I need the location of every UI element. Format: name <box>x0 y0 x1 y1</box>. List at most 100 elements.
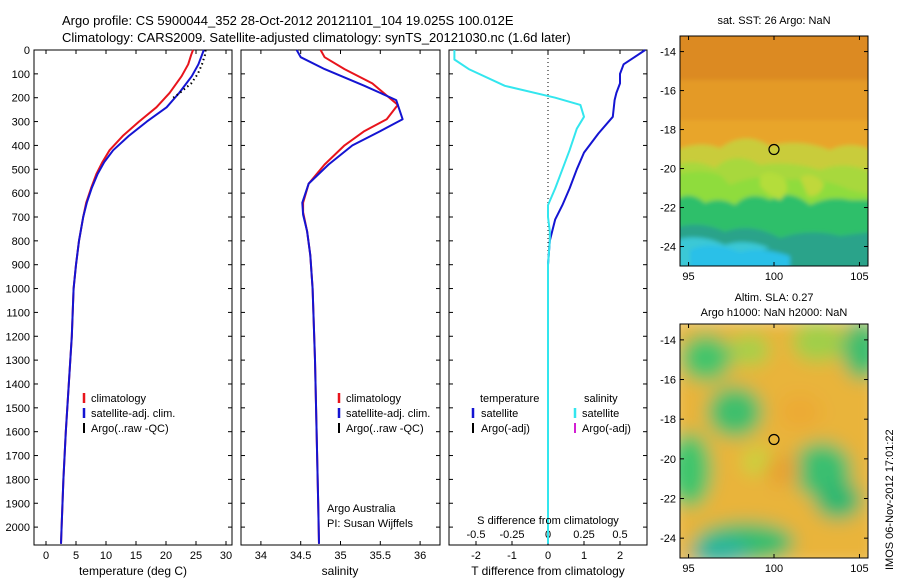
y-tick-label: 1000 <box>6 284 30 296</box>
map-y-tick-label: -16 <box>660 375 676 387</box>
x-tick-label: 10 <box>100 550 112 562</box>
y-tick-label: 1200 <box>6 331 30 343</box>
x-tick-label: 25 <box>190 550 202 562</box>
x-tick-label: 1 <box>581 550 587 562</box>
map-x-tick-label: 95 <box>682 271 694 283</box>
map-x-tick-label: 95 <box>682 563 694 575</box>
difference-legend: temperature satellite Argo(-adj) salinit… <box>471 393 631 435</box>
y-tick-label: 200 <box>12 93 30 105</box>
legend-label-climatology: climatology <box>91 393 147 405</box>
x-tick-label: 34.5 <box>290 550 311 562</box>
y-tick-label: 0 <box>24 45 30 57</box>
legend-label-t-satellite: satellite <box>481 408 518 420</box>
legend-label-argo: Argo(..raw -QC) <box>346 423 424 435</box>
x2-tick-label: -0.25 <box>499 529 524 541</box>
map-y-tick-label: -24 <box>660 242 676 254</box>
map-y-tick-label: -18 <box>660 414 676 426</box>
legend-label-t-argo: Argo(-adj) <box>481 423 530 435</box>
map-y-tick-label: -14 <box>660 335 676 347</box>
legend-label-satellite: satellite-adj. clim. <box>91 408 175 420</box>
x2-tick-label: 0.5 <box>612 529 627 541</box>
y-tick-label: 1400 <box>6 379 30 391</box>
x-tick-label: 0 <box>545 550 551 562</box>
legend-title-salinity: salinity <box>584 393 618 405</box>
map-x-tick-label: 105 <box>850 271 868 283</box>
argo-location-marker <box>768 143 780 156</box>
legend-title-temperature: temperature <box>480 393 539 405</box>
map-y-tick-label: -24 <box>660 533 676 545</box>
legend-label-climatology: climatology <box>346 393 402 405</box>
x2-tick-label: -0.5 <box>467 529 486 541</box>
sst-map-image <box>680 36 868 266</box>
series-line-argo <box>172 49 207 99</box>
salinity-axes: 34 34.5 35 35.5 36 <box>241 49 440 562</box>
map-y-tick-label: -14 <box>660 47 676 59</box>
x-tick-label: 30 <box>220 550 232 562</box>
y-tick-label: 1900 <box>6 498 30 510</box>
salinity-annotation-line-1: Argo Australia <box>327 503 396 515</box>
sst-map-title: sat. SST: 26 Argo: NaN <box>717 15 830 27</box>
series-line-satellite <box>60 49 205 544</box>
x-tick-label: -1 <box>507 550 517 562</box>
x-tick-label: 35 <box>334 550 346 562</box>
x-tick-label: 0 <box>43 550 49 562</box>
x-tick-label: 20 <box>160 550 172 562</box>
map-y-tick-label: -22 <box>660 494 676 506</box>
x-tick-label: 36 <box>414 550 426 562</box>
salinity-annotation-line-2: PI: Susan Wijffels <box>327 518 413 530</box>
x-tick-label: 15 <box>130 550 142 562</box>
legend-label-satellite: satellite-adj. clim. <box>346 408 430 420</box>
map-y-tick-label: -22 <box>660 203 676 215</box>
x-tick-label: 2 <box>617 550 623 562</box>
timestamp-stamp: IMOS 06-Nov-2012 17:01:22 <box>884 429 896 570</box>
salinity-xlabel: salinity <box>322 564 359 578</box>
map-y-tick-label: -20 <box>660 164 676 176</box>
y-tick-label: 900 <box>12 260 30 272</box>
map-y-tick-label: -20 <box>660 454 676 466</box>
sla-map-image <box>680 324 868 558</box>
difference-x2label: S difference from climatology <box>477 515 619 527</box>
y-tick-label: 400 <box>12 140 30 152</box>
map-x-tick-label: 105 <box>850 563 868 575</box>
sst-map-axes: -14 -16 -18 -20 -22 -24 95 100 105 <box>660 36 869 283</box>
header-line-1: Argo profile: CS 5900044_352 28-Oct-2012… <box>62 13 514 28</box>
difference-series <box>453 49 646 544</box>
temperature-series <box>60 49 207 544</box>
legend-label-s-argo: Argo(-adj) <box>582 423 631 435</box>
map-y-tick-label: -18 <box>660 125 676 137</box>
map-y-tick-label: -16 <box>660 86 676 98</box>
map-x-tick-label: 100 <box>765 271 783 283</box>
temperature-axes: 0100200300400500600700800900100011001200… <box>6 45 233 562</box>
x-tick-label: -2 <box>471 550 481 562</box>
x-tick-label: 5 <box>73 550 79 562</box>
x-tick-label: 34 <box>255 550 267 562</box>
x-tick-label: 35.5 <box>370 550 391 562</box>
y-tick-label: 100 <box>12 69 30 81</box>
x2-tick-label: 0.25 <box>573 529 594 541</box>
y-tick-label: 700 <box>12 212 30 224</box>
y-tick-label: 300 <box>12 117 30 129</box>
y-tick-label: 1300 <box>6 355 30 367</box>
y-tick-label: 600 <box>12 188 30 200</box>
salinity-panel-frame <box>240 49 441 546</box>
y-tick-label: 1800 <box>6 474 30 486</box>
y-tick-label: 800 <box>12 236 30 248</box>
argo-location-marker <box>768 433 780 446</box>
salinity-series <box>295 49 404 544</box>
y-tick-label: 1100 <box>6 307 30 319</box>
legend-label-s-satellite: satellite <box>582 408 619 420</box>
temperature-legend: climatology satellite-adj. clim. Argo(..… <box>82 393 175 435</box>
y-tick-label: 1500 <box>6 403 30 415</box>
salinity-legend: climatology satellite-adj. clim. Argo(..… <box>337 393 430 435</box>
y-tick-label: 1600 <box>6 427 30 439</box>
temperature-xlabel: temperature (deg C) <box>79 564 187 578</box>
sla-map-axes: -14 -16 -18 -20 -22 -24 95 100 105 <box>660 324 869 575</box>
series-line-s_satellite <box>453 50 585 544</box>
difference-xlabel: T difference from climatology <box>471 564 625 578</box>
y-tick-label: 2000 <box>6 522 30 534</box>
sla-map-subtitle: Argo h1000: NaN h2000: NaN <box>701 307 848 319</box>
y-tick-label: 500 <box>12 164 30 176</box>
map-x-tick-label: 100 <box>765 563 783 575</box>
sla-map-title: Altim. SLA: 0.27 <box>735 292 814 304</box>
